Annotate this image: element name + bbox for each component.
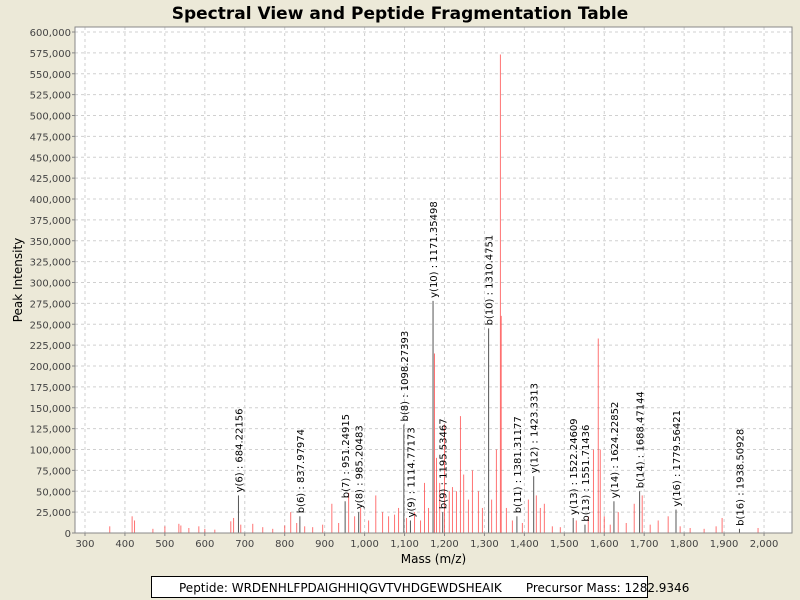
x-tick-label: 1,400 — [510, 539, 539, 550]
y-tick-label: 0 — [65, 529, 71, 540]
peak-annotation: y(14) : 1624.22852 — [610, 402, 621, 499]
y-tick-label: 475,000 — [30, 132, 71, 143]
y-tick-label: 25,000 — [36, 508, 71, 519]
peak-annotation: b(13) : 1551.71436 — [581, 425, 592, 522]
x-tick-label: 900 — [315, 539, 334, 550]
peak-annotation: y(6) : 684.22156 — [234, 409, 245, 493]
x-tick-label: 1,200 — [430, 539, 459, 550]
y-tick-label: 275,000 — [30, 299, 71, 310]
y-tick-label: 525,000 — [30, 91, 71, 102]
y-tick-label: 450,000 — [30, 153, 71, 164]
y-tick-label: 50,000 — [36, 487, 71, 498]
peak-annotation: b(8) : 1098.27393 — [400, 331, 411, 422]
y-tick-label: 575,000 — [30, 49, 71, 60]
y-tick-label: 300,000 — [30, 279, 71, 290]
peak-annotation: b(11) : 1381.31177 — [513, 416, 524, 513]
y-tick-label: 550,000 — [30, 70, 71, 81]
peak-annotation: y(16) : 1779.56421 — [672, 410, 683, 507]
x-axis-label: Mass (m/z) — [401, 552, 466, 566]
x-tick-label: 500 — [155, 539, 174, 550]
peak-annotation: y(9) : 1114.77173 — [406, 427, 417, 517]
x-tick-label: 1,300 — [470, 539, 499, 550]
y-tick-label: 100,000 — [30, 446, 71, 457]
y-tick-label: 425,000 — [30, 174, 71, 185]
x-tick-label: 2,000 — [750, 539, 779, 550]
plot-border — [74, 26, 793, 534]
y-tick-label: 75,000 — [36, 466, 71, 477]
x-tick-label: 1,600 — [590, 539, 619, 550]
y-tick-label: 600,000 — [30, 28, 71, 39]
peak-annotation: y(10) : 1171.35498 — [429, 201, 440, 298]
y-axis-label: Peak Intensity — [11, 238, 25, 323]
precursor-mass: Precursor Mass: 1282.9346 — [525, 581, 690, 595]
y-tick-label: 150,000 — [30, 404, 71, 415]
x-tick-label: 1,000 — [350, 539, 379, 550]
peak-annotation: b(10) : 1310.4751 — [485, 235, 496, 326]
x-tick-label: 400 — [115, 539, 134, 550]
y-tick-label: 350,000 — [30, 237, 71, 248]
x-tick-label: 1,500 — [550, 539, 579, 550]
peak-annotation: b(14) : 1688.47144 — [636, 391, 647, 488]
peptide-sequence: Peptide: WRDENHLFPDAIGHHIQGVTVHDGEWDSHEA… — [179, 581, 502, 595]
x-tick-label: 800 — [275, 539, 294, 550]
peak-annotation: y(8) : 985.20483 — [355, 425, 366, 509]
peak-annotation: b(16) : 1938.50928 — [735, 429, 746, 526]
peak-annotation: y(13) : 1522.24609 — [569, 418, 580, 515]
x-tick-label: 700 — [235, 539, 254, 550]
peak-annotation: b(6) : 837.97974 — [296, 429, 307, 513]
y-tick-label: 225,000 — [30, 341, 71, 352]
y-tick-label: 250,000 — [30, 320, 71, 331]
peak-annotation: b(9) : 1195.53467 — [439, 418, 450, 509]
x-tick-label: 1,900 — [710, 539, 739, 550]
peak-annotation: b(7) : 951.24915 — [341, 414, 352, 498]
y-tick-label: 200,000 — [30, 362, 71, 373]
peptide-info-box: Peptide: WRDENHLFPDAIGHHIQGVTVHDGEWDSHEA… — [151, 576, 689, 598]
y-tick-label: 375,000 — [30, 216, 71, 227]
x-tick-label: 1,100 — [390, 539, 419, 550]
chart-title: Spectral View and Peptide Fragmentation … — [171, 4, 629, 24]
y-tick-label: 500,000 — [30, 112, 71, 123]
peak-annotation: y(12) : 1423.3313 — [530, 383, 541, 473]
y-tick-label: 400,000 — [30, 195, 71, 206]
y-tick-label: 175,000 — [30, 383, 71, 394]
x-tick-label: 1,800 — [670, 539, 699, 550]
x-tick-label: 600 — [195, 539, 214, 550]
x-tick-label: 1,700 — [630, 539, 659, 550]
y-tick-label: 125,000 — [30, 425, 71, 436]
x-tick-label: 300 — [75, 539, 94, 550]
y-tick-label: 325,000 — [30, 258, 71, 269]
spectrum-chart: 0 25,000 50,000 75,000 100,000 125,000 150,000… — [11, 26, 793, 566]
